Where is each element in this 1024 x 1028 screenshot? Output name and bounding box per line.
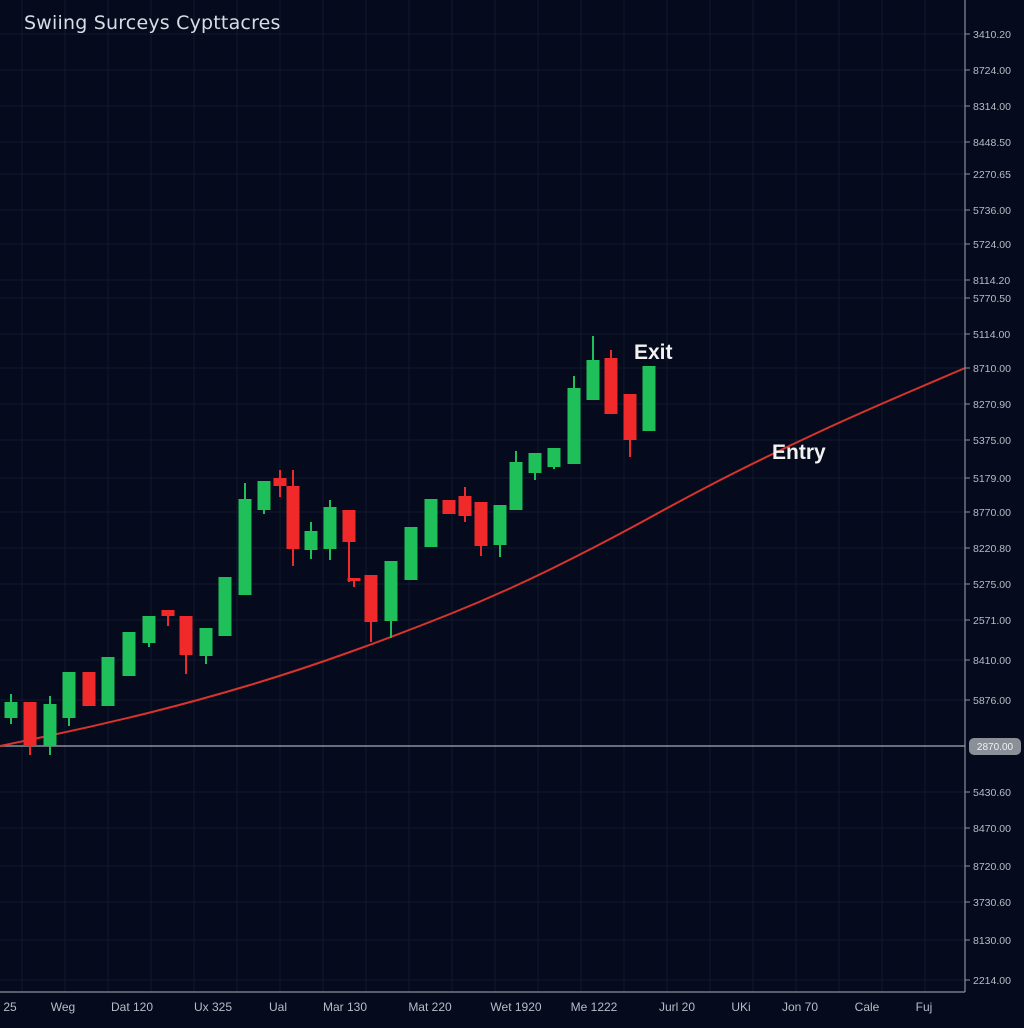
candle: [493, 505, 507, 557]
y-tick-label: 5770.50: [973, 293, 1011, 305]
candle: [474, 502, 488, 556]
y-tick-label: 8724.00: [973, 65, 1011, 77]
x-tick-label: Ux 325: [194, 1000, 232, 1014]
candle: [62, 672, 76, 726]
candle: [528, 453, 542, 480]
y-tick-label: 8130.00: [973, 935, 1011, 947]
y-tick-label: 5430.60: [973, 787, 1011, 799]
x-tick-label: Cale: [855, 1000, 880, 1014]
entry-curve: [0, 367, 966, 747]
candle: [199, 628, 213, 664]
candle: [342, 510, 356, 582]
candle: [458, 487, 472, 522]
chart-title: Swiing Surceys Cypttacres: [24, 12, 281, 34]
y-tick-label: 8770.00: [973, 507, 1011, 519]
candle: [257, 481, 271, 514]
x-tick-label: Jurl 20: [659, 1000, 695, 1014]
candle: [623, 394, 637, 457]
x-axis: 25 Weg Dat 120 Ux 325 Ual Mar 130 Mat 220 Wet 1…: [3, 1000, 932, 1014]
x-tick-label: Mar 130: [323, 1000, 367, 1014]
price-tag-label: 2870.00: [977, 742, 1014, 753]
candle: [404, 527, 418, 580]
y-tick-label: 8314.00: [973, 101, 1011, 113]
price-tag: 2870.00: [969, 738, 1021, 755]
y-tick-label: 2571.00: [973, 615, 1011, 627]
y-tick-label: 5375.00: [973, 435, 1011, 447]
candle: [442, 500, 456, 514]
y-tick-label: 8720.00: [973, 861, 1011, 873]
y-tick-label: 5736.00: [973, 205, 1011, 217]
x-tick-label: Jon 70: [782, 1000, 818, 1014]
candle: [43, 696, 57, 755]
candle: [424, 499, 438, 547]
y-tick-label: 8448.50: [973, 137, 1011, 149]
x-tick-label: Weg: [51, 1000, 75, 1014]
candle: [347, 578, 361, 587]
candle: [384, 561, 398, 638]
y-tick-label: 8220.80: [973, 543, 1011, 555]
candle: [509, 451, 523, 510]
candles: [4, 336, 656, 755]
candle: [547, 448, 561, 469]
y-tick-label: 5876.00: [973, 695, 1011, 707]
x-tick-label: Mat 220: [408, 1000, 452, 1014]
candle: [304, 522, 318, 559]
candle: [567, 376, 581, 464]
x-tick-label: Ual: [269, 1000, 287, 1014]
candle: [604, 350, 618, 414]
x-tick-label: Fuj: [916, 1000, 933, 1014]
candle: [82, 672, 96, 706]
y-tick-label: 5275.00: [973, 579, 1011, 591]
y-axis: 3410.20 8724.00 8314.00 8448.50 2270.65 5736.…: [0, 0, 1011, 993]
y-tick-label: 8114.20: [973, 275, 1010, 287]
y-tick-label: 5179.00: [973, 473, 1011, 485]
candle: [161, 610, 175, 626]
y-tick-label: 2214.00: [973, 975, 1011, 987]
candle: [238, 483, 252, 595]
candle: [273, 470, 287, 497]
y-tick-label: 3410.20: [973, 29, 1011, 41]
candle: [101, 657, 115, 706]
y-tick-label: 8270.90: [973, 399, 1011, 411]
candle: [586, 336, 600, 400]
candle: [23, 702, 37, 755]
y-tick-label: 2270.65: [973, 169, 1011, 181]
x-tick-label: 25: [3, 1000, 17, 1014]
candle: [286, 470, 300, 566]
y-tick-label: 8710.00: [973, 363, 1011, 375]
y-tick-label: 3730.60: [973, 897, 1011, 909]
candle: [364, 575, 378, 642]
y-tick-label: 8470.00: [973, 823, 1011, 835]
candle: [179, 616, 193, 674]
y-tick-label: 8410.00: [973, 655, 1011, 667]
x-tick-label: Dat 120: [111, 1000, 153, 1014]
candle: [323, 500, 337, 560]
grid-lines: [0, 0, 965, 992]
candle: [642, 366, 656, 431]
candle: [4, 694, 18, 724]
exit-label: Exit: [634, 341, 673, 364]
x-tick-label: UKi: [731, 1000, 750, 1014]
y-tick-label: 5114.00: [973, 329, 1010, 341]
candle: [122, 632, 136, 676]
x-tick-label: Wet 1920: [490, 1000, 541, 1014]
candle: [142, 616, 156, 647]
y-tick-label: 5724.00: [973, 239, 1011, 251]
entry-label: Entry: [772, 441, 826, 464]
candle: [218, 577, 232, 636]
x-tick-label: Me 1222: [571, 1000, 618, 1014]
